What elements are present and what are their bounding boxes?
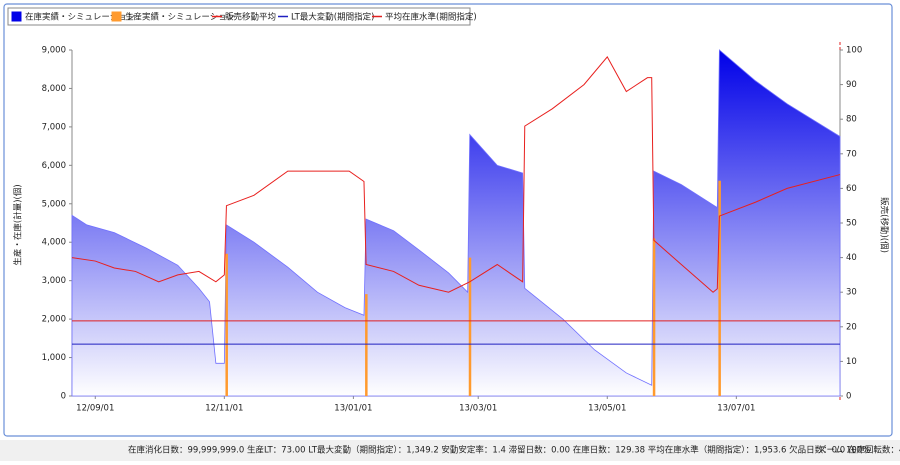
y-tick-label: 3,000 — [42, 276, 66, 286]
legend-label: 販売移動平均 — [225, 12, 276, 23]
y-tick-label: 1,000 — [42, 353, 66, 363]
x-tick-label: 12/11/01 — [205, 404, 243, 414]
legend-label: 平均在庫水準(期間指定) — [385, 12, 477, 23]
legend-label: 生産実績・シミュレーション — [125, 12, 235, 23]
y-tick-label: 2,000 — [42, 315, 66, 325]
y2-tick-label: 20 — [846, 322, 857, 332]
y-tick-label: 6,000 — [42, 161, 66, 171]
zoom-value: 100% — [846, 446, 870, 456]
production-bar — [225, 253, 228, 396]
legend-swatch — [11, 11, 22, 22]
y2-tick-label: 40 — [846, 253, 857, 263]
status-bar — [0, 440, 900, 461]
legend-swatch — [111, 11, 122, 22]
legend-label: LT最大変動(期間指定) — [291, 12, 374, 23]
y2-axis-title: 販売(移動)(個) — [879, 197, 890, 253]
y2-tick-label: 100 — [846, 46, 862, 56]
y2-tick-label: 0 — [846, 392, 851, 402]
y-tick-label: 8,000 — [42, 84, 66, 94]
y-tick-label: 7,000 — [42, 122, 66, 132]
y-tick-label: 9,000 — [42, 46, 66, 56]
y-tick-label: 5,000 — [42, 199, 66, 209]
x-tick-label: 12/09/01 — [76, 404, 114, 414]
x-tick-label: 13/05/01 — [588, 404, 626, 414]
production-bar — [652, 238, 656, 396]
production-bar — [718, 180, 721, 396]
production-bar — [365, 294, 368, 396]
inventory-area — [71, 49, 841, 397]
status-text: 在庫消化日数：99,999,999.0 生産LT：73.00 LT最大変動（期間… — [128, 445, 900, 456]
sales-line — [71, 56, 841, 293]
x-tick-label: 13/07/01 — [717, 404, 755, 414]
y2-tick-label: 80 — [846, 115, 857, 125]
x-tick-label: 13/03/01 — [459, 404, 497, 414]
y2-tick-label: 10 — [846, 357, 857, 367]
x-tick-label: 13/01/01 — [334, 404, 372, 414]
y2-tick-label: 90 — [846, 80, 857, 90]
zoom-label: ズーム — [818, 445, 843, 456]
y2-tick-label: 60 — [846, 184, 857, 194]
y2-tick-label: 30 — [846, 288, 857, 298]
y-tick-label: 4,000 — [42, 238, 66, 248]
y2-tick-label: 50 — [846, 219, 857, 229]
production-bar — [468, 257, 472, 396]
y2-tick-label: 70 — [846, 149, 857, 159]
legend-box — [7, 7, 471, 26]
y-axis-title: 生産・在庫(計量)(個) — [13, 184, 24, 265]
y-tick-label: 0 — [61, 392, 66, 402]
legend-label: 在庫実績・シミュレーション — [25, 12, 135, 23]
